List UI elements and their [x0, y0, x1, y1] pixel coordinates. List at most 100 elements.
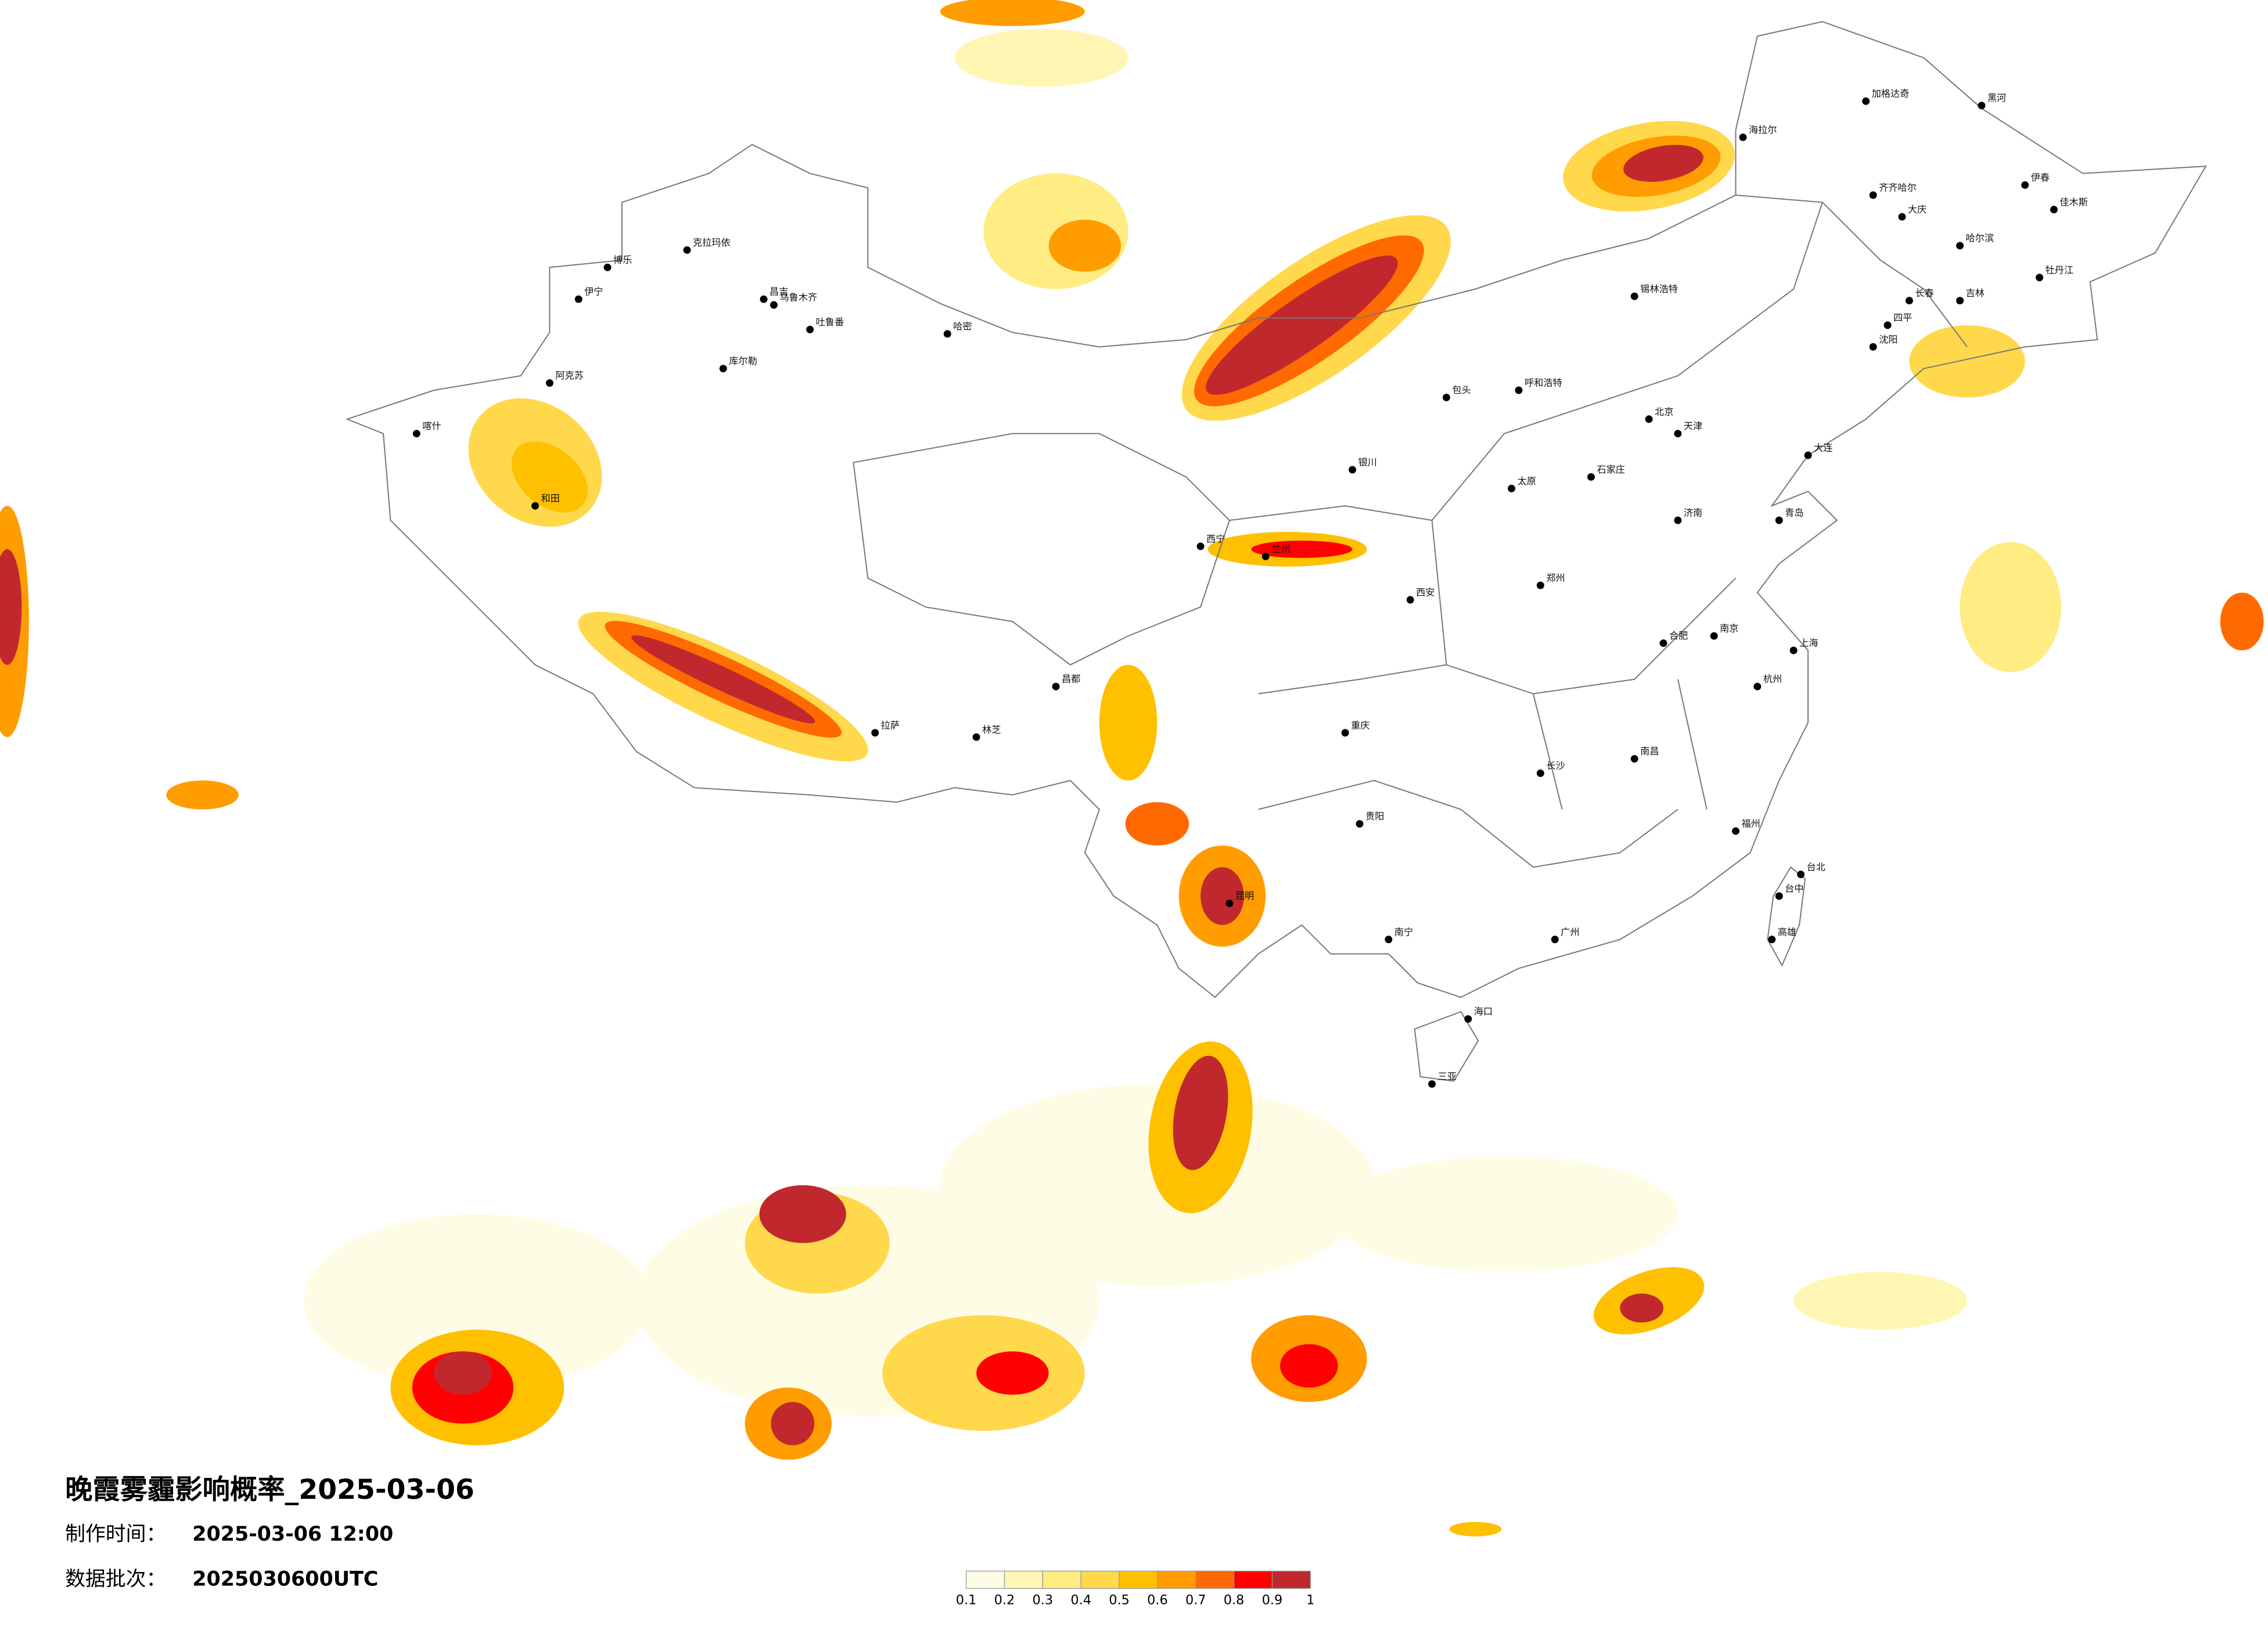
city-label: 和田	[541, 493, 559, 504]
city-label: 海口	[1474, 1006, 1493, 1017]
legend-tick-label: 0.7	[1185, 1593, 1206, 1608]
city-label: 林芝	[982, 724, 1001, 735]
city-label: 四平	[1893, 312, 1912, 323]
city-dot	[531, 502, 539, 510]
city-dot	[1753, 682, 1762, 690]
title: 晚霞雾霾影响概率_2025-03-06	[65, 1474, 475, 1506]
legend-swatch	[1157, 1570, 1196, 1589]
production-time-label: 制作时间：	[65, 1523, 166, 1546]
legend-swatch	[1271, 1570, 1311, 1589]
heat-area	[1048, 220, 1122, 272]
province-border	[1677, 195, 1968, 376]
province-border	[1229, 375, 1737, 868]
legend: 0.1 0.2 0.3 0.4 0.5 0.6 0.7 0.8 0.9 1	[956, 1570, 1314, 1608]
heat-area	[954, 28, 1128, 87]
city-label: 大连	[1814, 443, 1832, 454]
heat-area	[631, 635, 815, 724]
city-label: 加格达奇	[1872, 88, 1910, 99]
city-dot	[1428, 1080, 1436, 1088]
heat-layer	[0, 0, 2264, 1537]
legend-tick-label: 0.6	[1147, 1593, 1168, 1608]
city-label: 高雄	[1778, 926, 1796, 937]
city-label: 北京	[1655, 406, 1673, 417]
city-label: 南昌	[1640, 746, 1659, 757]
legend-tick-label: 0.3	[1033, 1593, 1054, 1608]
heat-area	[1623, 145, 1703, 182]
city-label: 郑州	[1546, 573, 1565, 584]
city-label: 拉萨	[881, 720, 900, 731]
city-dot	[1645, 415, 1653, 423]
city-dot	[719, 365, 727, 373]
city-dot	[1768, 936, 1776, 944]
city-label: 重庆	[1351, 720, 1370, 731]
borders	[345, 21, 2207, 1082]
city-dot	[871, 729, 879, 737]
city-dot	[770, 301, 778, 309]
city-dot	[1869, 343, 1877, 351]
city-dot	[1956, 297, 1964, 305]
heat-area	[1201, 867, 1244, 925]
city-label: 三亚	[1437, 1071, 1456, 1082]
heat-area	[1331, 1156, 1678, 1272]
legend-swatch	[1004, 1570, 1043, 1589]
heat-area	[166, 780, 239, 810]
city-label: 吐鲁番	[816, 316, 844, 328]
heat-area	[511, 441, 588, 513]
heat-area	[1099, 664, 1158, 780]
taiwan	[1767, 866, 1806, 967]
city-dot	[1464, 1015, 1472, 1023]
heat-area	[1280, 1344, 1338, 1388]
city-dot	[1052, 682, 1060, 690]
city-dot	[1341, 729, 1349, 737]
city-dot	[1804, 451, 1812, 459]
city-dot	[1789, 646, 1798, 654]
city-label: 昆明	[1235, 890, 1254, 901]
city-label: 佳木斯	[2059, 196, 2088, 207]
city-dot	[2050, 206, 2058, 214]
heat-area	[1620, 1293, 1663, 1323]
city-dot	[1349, 466, 1357, 474]
city-label: 牡丹江	[2045, 264, 2073, 275]
city-label: 南京	[1720, 623, 1738, 634]
city-dot	[603, 263, 612, 271]
city-label: 上海	[1799, 638, 1818, 649]
city-dot	[1884, 321, 1892, 329]
city-dot	[972, 733, 980, 741]
legend-tick-label: 1	[1306, 1593, 1314, 1608]
city-dot	[1356, 820, 1364, 828]
city-label: 库尔勒	[729, 355, 757, 366]
city-label: 杭州	[1763, 674, 1782, 685]
city-label: 昌吉	[770, 286, 788, 297]
city-dot	[1797, 870, 1805, 879]
city-dot	[1869, 191, 1877, 199]
city-label: 西安	[1416, 587, 1435, 598]
city-dot	[1385, 936, 1393, 944]
heat-area	[2220, 592, 2264, 650]
city-dot	[1710, 632, 1718, 640]
heat-area	[940, 0, 1085, 26]
city-label: 济南	[1684, 508, 1702, 519]
city-dot	[1862, 97, 1870, 105]
country-border	[345, 21, 2207, 998]
city-dot	[1536, 581, 1544, 589]
city-dot	[1551, 936, 1559, 944]
city-dot	[1775, 516, 1783, 524]
city-label: 哈密	[953, 321, 972, 332]
city-label: 黑河	[1987, 92, 2006, 103]
city-dot	[1630, 292, 1638, 300]
city-label: 克拉玛依	[693, 237, 731, 248]
city-label: 贵阳	[1365, 811, 1384, 822]
city-dot	[1515, 386, 1523, 394]
heat-area	[1125, 802, 1189, 846]
city-dot	[1406, 596, 1414, 604]
city-dot	[412, 430, 420, 438]
city-label: 昌都	[1062, 674, 1080, 685]
city-label: 广州	[1561, 926, 1579, 937]
batch-label: 数据批次：	[65, 1567, 166, 1591]
city-dot	[1442, 393, 1450, 401]
city-dot	[1732, 827, 1739, 835]
heat-area	[1793, 1272, 1967, 1330]
city-dot	[1674, 516, 1682, 524]
